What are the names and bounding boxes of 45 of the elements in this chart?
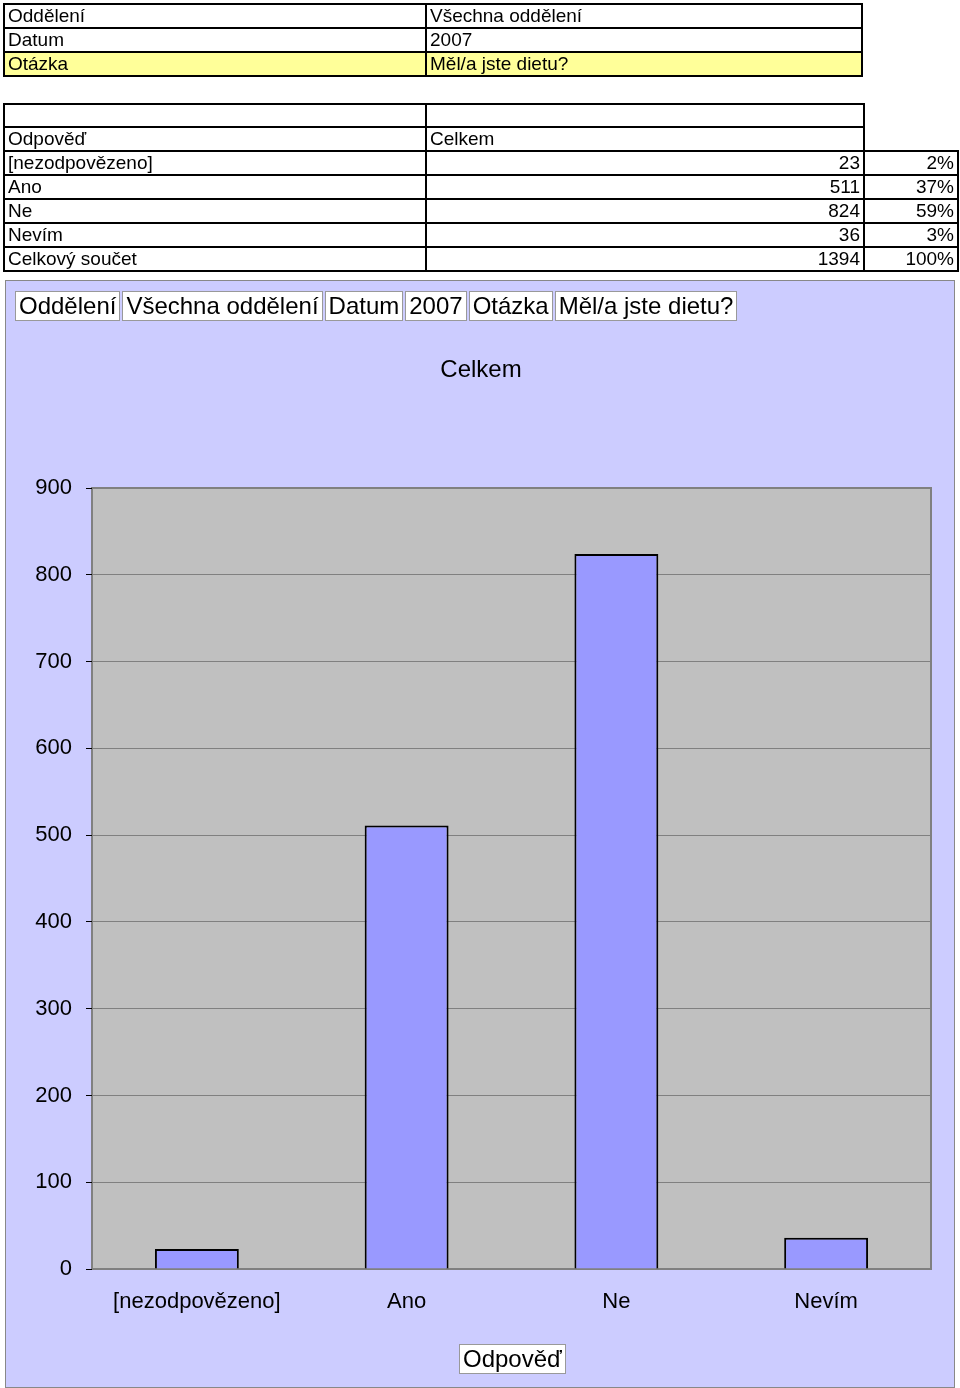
text: Oddělení — [8, 5, 86, 26]
y-tick-label: 600 — [35, 734, 72, 760]
text: Celkový součet — [4, 247, 426, 271]
y-tick-label: 900 — [35, 474, 72, 500]
y-tick-label: 700 — [35, 647, 72, 673]
x-tick-label: Ne — [602, 1288, 631, 1314]
y-tick-label: 400 — [35, 907, 72, 933]
x-tick-label: Nevím — [794, 1288, 858, 1314]
text: 2007 — [405, 291, 467, 321]
category-label: Nevím — [8, 224, 63, 245]
text: Datum — [8, 29, 64, 50]
text: 1394 — [426, 247, 864, 271]
text: 23 — [426, 151, 864, 175]
category-label: Ano — [8, 176, 42, 197]
text: 37% — [864, 175, 958, 199]
text: 100% — [864, 247, 958, 271]
text: 824 — [426, 199, 864, 223]
text: 36 — [426, 223, 864, 247]
text: Otázka — [468, 291, 553, 321]
text: 511 — [426, 175, 864, 199]
text: 59% — [864, 199, 958, 223]
text: Odpověď — [8, 128, 87, 149]
text: Měl/a jste dietu? — [554, 291, 738, 321]
chart-title: Celkem — [430, 128, 495, 149]
y-tick-label: 300 — [35, 994, 72, 1020]
text: 2007 — [430, 29, 473, 50]
text: Všechna oddělení — [430, 5, 583, 26]
text: Otázka — [8, 53, 69, 74]
text: 3% — [864, 223, 958, 247]
chart-title: Celkem — [439, 355, 523, 383]
y-tick-label: 200 — [35, 1081, 72, 1107]
text: Měl/a jste dietu? — [430, 53, 569, 74]
y-tick-label: 100 — [35, 1168, 72, 1194]
y-tick-label: 0 — [59, 1255, 72, 1281]
text: Oddělení — [15, 291, 121, 321]
y-tick-label: 800 — [35, 560, 72, 586]
category-label: [nezodpovězeno] — [8, 152, 153, 173]
x-axis-title: Odpověď — [459, 1344, 566, 1374]
y-tick-label: 500 — [35, 821, 72, 847]
text: Všechna oddělení — [122, 291, 323, 321]
text: 2% — [864, 151, 958, 175]
x-tick-label: Ano — [387, 1288, 427, 1314]
category-label: Ne — [8, 200, 33, 221]
x-tick-label: [nezodpovězeno] — [113, 1288, 281, 1314]
text: Datum — [324, 291, 404, 321]
